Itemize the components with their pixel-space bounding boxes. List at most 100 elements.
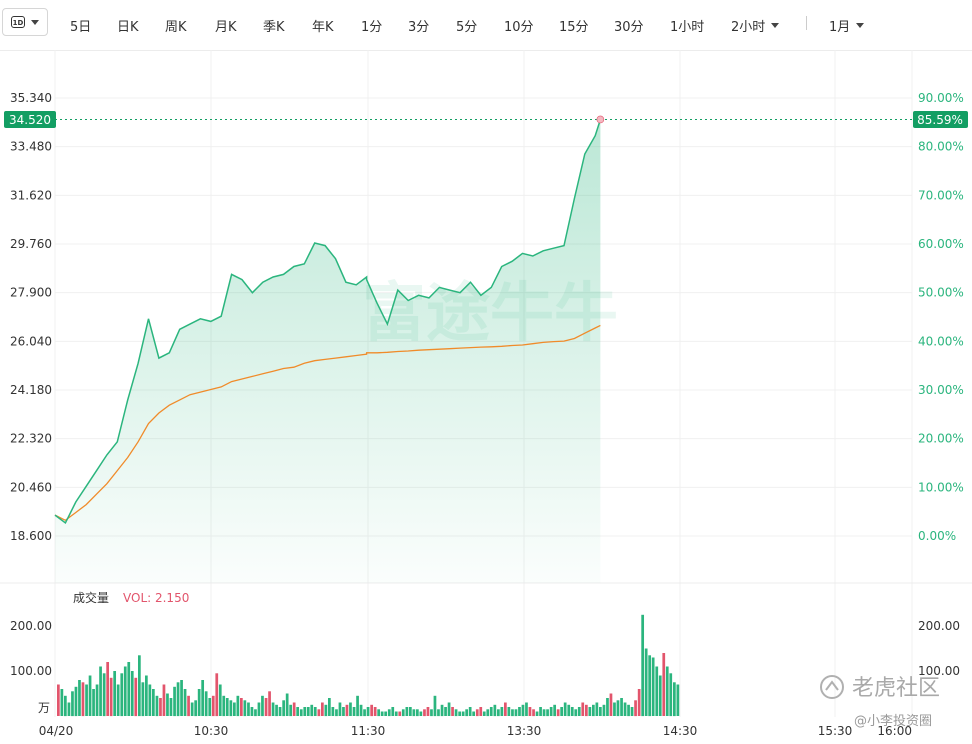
volume-bar (430, 709, 433, 717)
tab-period[interactable]: 1分 (361, 20, 383, 35)
volume-bar (433, 695, 437, 717)
volume-bar (595, 702, 599, 716)
volume-bar (644, 648, 648, 716)
price-tick-label: 27.900 (10, 286, 52, 300)
volume-bar (222, 695, 226, 717)
volume-bar (176, 682, 180, 717)
volume-bar (662, 653, 666, 716)
tab-period[interactable]: 季K (263, 20, 285, 35)
volume-bar (152, 689, 155, 716)
volume-bar (264, 698, 268, 716)
price-tick-label: 24.180 (10, 383, 52, 397)
volume-bar (71, 691, 74, 717)
volume-bar (306, 707, 310, 716)
volume-bar (313, 707, 317, 716)
percent-tick-label: 90.00% (918, 91, 964, 105)
volume-bar (444, 707, 447, 716)
volume-bar (292, 702, 296, 716)
volume-bar (102, 673, 106, 717)
chevron-down-icon (31, 19, 39, 25)
watermark-credit: @小李投资圈 (854, 713, 932, 729)
volume-bar (489, 707, 493, 716)
volume-bar (236, 695, 240, 717)
volume-bar (317, 709, 321, 717)
tab-period[interactable]: 周K (165, 20, 187, 35)
volume-bar (233, 702, 236, 716)
volume-bar (282, 700, 286, 717)
volume-bar (676, 684, 680, 716)
tab-period[interactable]: 15分 (559, 20, 589, 35)
price-tick-label: 22.320 (10, 432, 52, 446)
volume-bar (60, 689, 64, 716)
volume-bar (370, 704, 374, 717)
volume-bar (588, 707, 592, 716)
percent-tick-label: 10.00% (918, 480, 964, 494)
price-tick-label: 35.340 (10, 91, 52, 105)
volume-bar (479, 707, 483, 716)
price-tick-label: 31.620 (10, 188, 52, 202)
tab-separator (806, 16, 807, 30)
volume-bar (345, 704, 349, 717)
period-selector[interactable]: 1D (2, 8, 48, 36)
calendar-icon: 1D (11, 16, 25, 28)
volume-bar (257, 702, 261, 716)
volume-bar (398, 711, 402, 716)
percent-tick-label: 50.00% (918, 286, 964, 300)
volume-bar (359, 704, 363, 717)
volume-bar (482, 711, 486, 716)
volume-bar (416, 709, 419, 717)
dropdown-2h[interactable]: 2小时 (731, 16, 780, 35)
tab-period[interactable]: 10分 (504, 20, 534, 35)
time-tick-label: 14:30 (663, 724, 698, 738)
tab-period[interactable]: 月K (215, 20, 237, 35)
dropdown-2h-label: 2小时 (731, 20, 766, 35)
volume-bar (475, 709, 479, 717)
time-tick-label: 11:30 (351, 724, 386, 738)
volume-bar (190, 702, 194, 716)
volume-bar (634, 700, 637, 717)
intraday-chart[interactable]: 富途牛牛 35.34033.48031.62029.76027.90026.04… (0, 50, 972, 744)
tab-period[interactable]: 3分 (408, 20, 430, 35)
volume-bar (500, 707, 504, 716)
volume-bar (497, 709, 500, 717)
volume-bar (426, 707, 430, 716)
volume-bar (458, 711, 462, 716)
volume-bar (278, 707, 282, 716)
tab-period[interactable]: 5分 (456, 20, 478, 35)
volume-label: 成交量 (73, 590, 109, 605)
volume-bar (549, 707, 553, 716)
volume-bar (180, 680, 183, 716)
percent-tick-label: 60.00% (918, 237, 964, 251)
percent-tick-label: 40.00% (918, 334, 964, 348)
price-tick-label: 18.600 (10, 529, 52, 543)
percent-tick-label: 70.00% (918, 188, 964, 202)
volume-unit: 万 (38, 701, 50, 715)
tab-period[interactable]: 1小时 (670, 20, 705, 35)
volume-bar (211, 695, 215, 717)
volume-bar (570, 707, 574, 716)
volume-bar (78, 680, 81, 716)
volume-bar (183, 689, 187, 716)
volume-bar (141, 682, 145, 717)
tab-period[interactable]: 日K (117, 20, 139, 35)
price-tick-label: 20.460 (10, 480, 52, 494)
volume-bar (669, 673, 673, 717)
volume-bar (331, 707, 335, 716)
dropdown-month[interactable]: 1月 (829, 16, 865, 35)
volume-bar (120, 673, 124, 717)
tab-period[interactable]: 30分 (614, 20, 644, 35)
volume-bar (665, 666, 669, 716)
tab-period[interactable]: 5日 (70, 20, 92, 35)
tab-period[interactable]: 年K (312, 20, 334, 35)
volume-bar (138, 655, 141, 717)
volume-bar (366, 707, 370, 716)
volume-bar (539, 707, 542, 716)
volume-bar (472, 711, 476, 716)
volume-bar (380, 711, 384, 716)
volume-bar (394, 711, 398, 716)
volume-bar (324, 704, 328, 717)
volume-tick-label: 200.00 (10, 619, 52, 633)
volume-bar (493, 704, 497, 717)
volume-bar (504, 702, 507, 716)
volume-bar (250, 707, 254, 716)
